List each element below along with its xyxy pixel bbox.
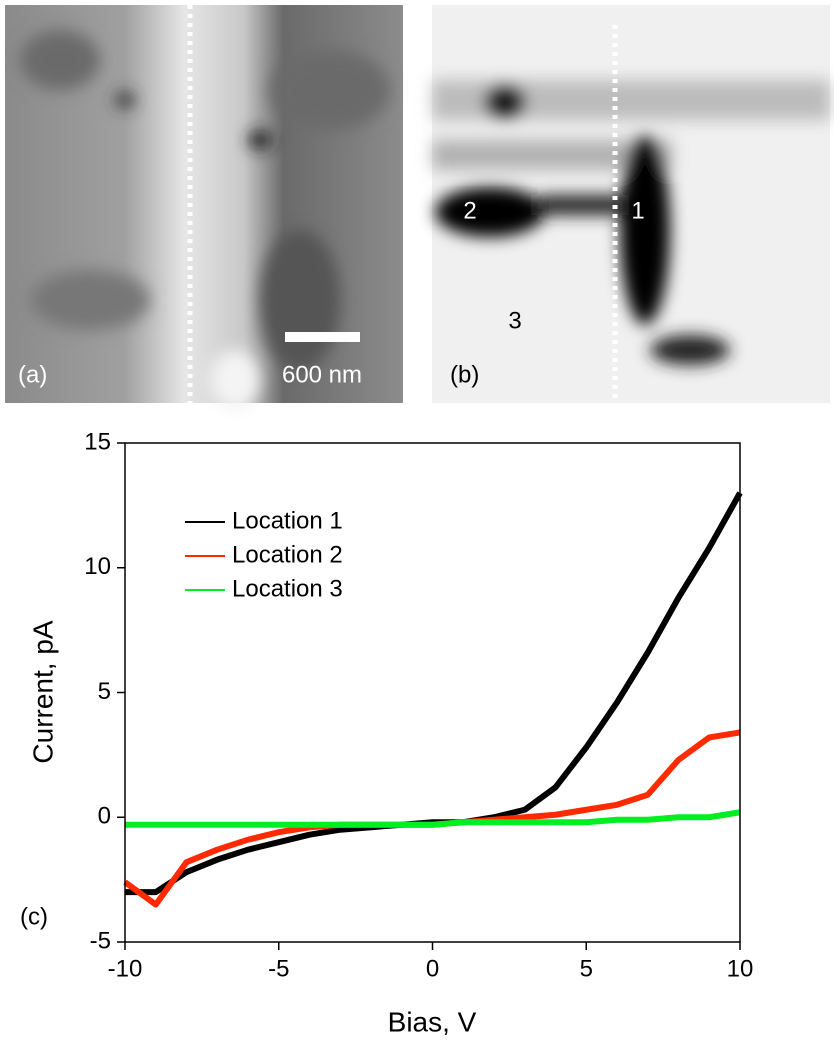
x-tick-label: 0	[426, 955, 439, 982]
scale-bar	[285, 332, 360, 342]
location-marker: 2	[463, 197, 476, 224]
x-axis-label: Bias, V	[388, 1006, 477, 1037]
y-tick-label: 5	[98, 678, 111, 705]
panel-a: 600 nm (a)	[5, 5, 403, 410]
y-tick-label: -5	[90, 927, 111, 954]
chart: (c) Bias, V Current, pA -10 -5 0 5 10-505101…	[20, 428, 753, 1037]
x-tick-label: 5	[580, 955, 593, 982]
x-tick-label: 10	[727, 955, 754, 982]
location-marker: 1	[631, 197, 644, 224]
panel-label: (c)	[20, 903, 48, 930]
y-tick-label: 15	[84, 428, 111, 455]
y-tick-label: 10	[84, 553, 111, 580]
panel-b: 1 2 3 (b)	[432, 5, 830, 403]
current-features	[432, 80, 830, 365]
y-tick-label: 0	[98, 803, 111, 830]
data-line	[125, 809, 741, 828]
data-line	[125, 491, 743, 896]
panel-label: (b)	[450, 361, 479, 388]
scale-bar-label: 600 nm	[282, 361, 362, 388]
legend-label: Location 3	[232, 575, 343, 602]
legend-label: Location 2	[232, 541, 343, 568]
legend-label: Location 1	[232, 507, 343, 534]
x-tick-label: -10	[108, 955, 143, 982]
afm-features	[20, 30, 390, 410]
panel-label: (a)	[18, 361, 47, 388]
y-axis-label: Current, pA	[27, 620, 58, 763]
plot-frame	[124, 442, 741, 943]
location-marker: 3	[508, 307, 521, 334]
x-tick-label: -5	[268, 955, 289, 982]
